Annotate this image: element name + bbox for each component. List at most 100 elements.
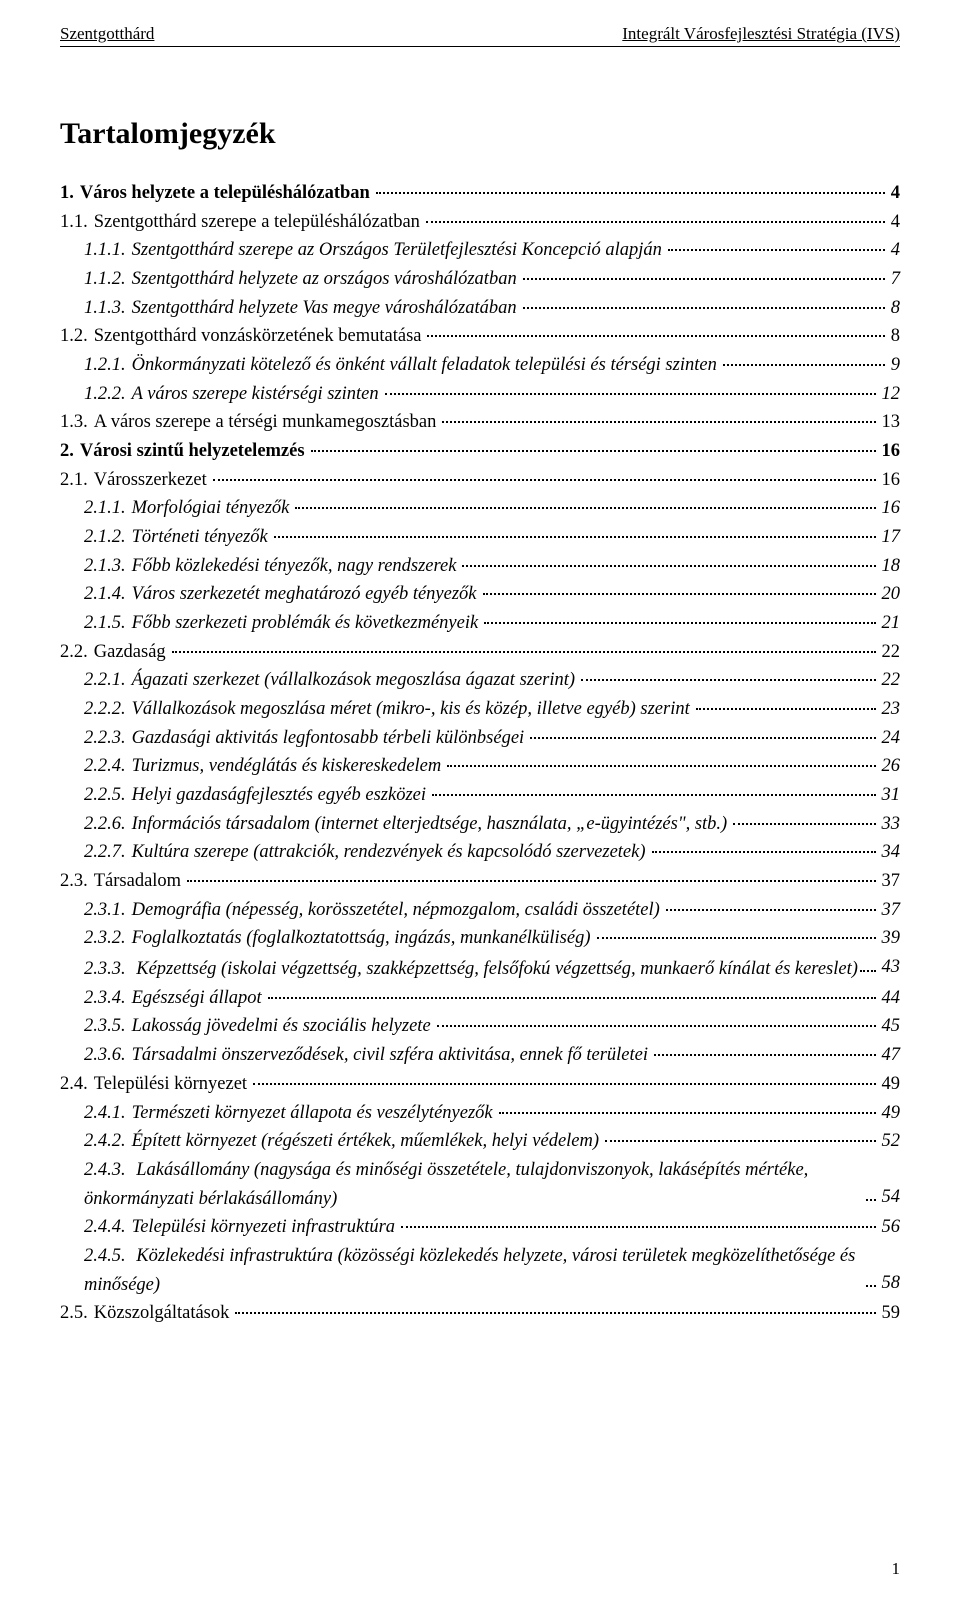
toc-entry-text: Információs társadalom (internet elterje… [132, 810, 732, 839]
toc-entry-text: Helyi gazdaságfejlesztés egyéb eszközei [132, 781, 430, 810]
toc-entry-number: 1.2.1. [84, 351, 132, 380]
toc-entry-page: 34 [878, 838, 901, 867]
toc-container: 1.Város helyzete a településhálózatban41… [60, 179, 900, 1328]
toc-entry-text: Települési környezet [94, 1070, 251, 1099]
toc-leader-dots [268, 997, 876, 999]
toc-entry: 2.1.3.Főbb közlekedési tényezők, nagy re… [60, 552, 900, 581]
toc-entry: 2.3.4.Egészségi állapot44 [60, 984, 900, 1013]
toc-entry-number: 2.2.3. [84, 724, 132, 753]
toc-entry-text: Képzettség (iskolai végzettség, szakképz… [136, 959, 858, 979]
toc-entry-text: Önkormányzati kötelező és önként vállalt… [132, 351, 721, 380]
toc-entry-text: A város szerepe kistérségi szinten [132, 380, 383, 409]
toc-entry-page: 21 [878, 609, 901, 638]
toc-entry-page: 7 [887, 265, 900, 294]
toc-entry: 2.2.4.Turizmus, vendéglátás és kiskeresk… [60, 752, 900, 781]
toc-entry: 1.1.3.Szentgotthárd helyzete Vas megye v… [60, 294, 900, 323]
toc-entry: 1.2.1.Önkormányzati kötelező és önként v… [60, 351, 900, 380]
toc-entry: 2.1.4.Város szerkezetét meghatározó egyé… [60, 580, 900, 609]
toc-entry-text: Települési környezeti infrastruktúra [132, 1213, 399, 1242]
document-page: Szentgotthárd Integrált Városfejlesztési… [0, 0, 960, 1597]
toc-entry: 2.1.Városszerkezet16 [60, 466, 900, 495]
toc-entry-number: 2.2.1. [84, 666, 132, 695]
header-right: Integrált Városfejlesztési Stratégia (IV… [622, 24, 900, 44]
toc-leader-dots [235, 1312, 875, 1314]
toc-leader-dots [605, 1140, 875, 1142]
toc-leader-dots [447, 765, 875, 767]
toc-entry-number: 2.3. [60, 867, 94, 896]
toc-entry: 2.Városi szintű helyzetelemzés 16 [60, 437, 900, 466]
toc-entry: 1.Város helyzete a településhálózatban4 [60, 179, 900, 208]
toc-entry-page: 26 [878, 752, 901, 781]
toc-entry-number: 2. [60, 437, 80, 466]
toc-entry-number: 2.3.6. [84, 1041, 132, 1070]
toc-entry-text: Város helyzete a településhálózatban [80, 179, 374, 208]
toc-leader-dots [652, 851, 876, 853]
toc-entry: 2.2.2.Vállalkozások megoszlása méret (mi… [60, 695, 900, 724]
toc-entry-number: 2.4.1. [84, 1099, 132, 1128]
toc-entry: 2.4.Települési környezet49 [60, 1070, 900, 1099]
toc-entry-page: 47 [878, 1041, 901, 1070]
toc-entry-page: 16 [878, 437, 901, 466]
toc-entry-number: 2.2.5. [84, 781, 132, 810]
toc-entry-page: 4 [887, 208, 900, 237]
toc-entry-text: Lakásállomány (nagysága és minőségi össz… [84, 1160, 808, 1209]
toc-entry-page: 37 [878, 867, 901, 896]
toc-entry-number: 2.1.2. [84, 523, 132, 552]
toc-entry-number: 2.3.5. [84, 1012, 132, 1041]
toc-entry: 2.2.6.Információs társadalom (internet e… [60, 810, 900, 839]
toc-entry-page: 20 [878, 580, 901, 609]
toc-entry: 2.3.2.Foglalkoztatás (foglalkoztatottság… [60, 924, 900, 953]
toc-entry-number: 2.1.5. [84, 609, 132, 638]
toc-entry-label: 2.4.3. Lakásállomány (nagysága és minősé… [84, 1156, 864, 1213]
toc-entry-page: 58 [878, 1269, 901, 1298]
toc-leader-dots [213, 479, 876, 481]
toc-entry: 2.1.1.Morfológiai tényezők16 [60, 494, 900, 523]
toc-entry-number: 2.3.2. [84, 924, 132, 953]
toc-entry: 2.4.4.Települési környezeti infrastruktú… [60, 1213, 900, 1242]
toc-entry: 2.1.5.Főbb szerkezeti problémák és követ… [60, 609, 900, 638]
toc-entry-number: 2.4.2. [84, 1127, 132, 1156]
toc-entry-page: 54 [878, 1183, 901, 1212]
toc-entry-text: Szentgotthárd szerepe a településhálózat… [94, 208, 424, 237]
toc-entry-text: Gazdaság [94, 638, 170, 667]
toc-entry-text: Kultúra szerepe (attrakciók, rendezvénye… [132, 838, 650, 867]
toc-entry-page: 12 [878, 380, 901, 409]
toc-entry-number: 2.2. [60, 638, 94, 667]
toc-entry-number: 2.1. [60, 466, 94, 495]
toc-entry: 2.3.Társadalom37 [60, 867, 900, 896]
toc-entry-number: 2.4.5. [84, 1246, 132, 1266]
toc-entry-text: Város szerkezetét meghatározó egyéb tény… [132, 580, 481, 609]
toc-leader-dots [723, 364, 885, 366]
toc-entry-number: 1.2. [60, 322, 94, 351]
toc-entry: 2.2.7.Kultúra szerepe (attrakciók, rende… [60, 838, 900, 867]
toc-entry-text: Természeti környezet állapota és veszély… [132, 1099, 497, 1128]
toc-entry-number: 1.1.2. [84, 265, 132, 294]
toc-entry: 2.3.1.Demográfia (népesség, korösszetéte… [60, 896, 900, 925]
header-left: Szentgotthárd [60, 24, 154, 44]
toc-entry-text: Gazdasági aktivitás legfontosabb térbeli… [132, 724, 529, 753]
toc-entry-page: 8 [887, 294, 900, 323]
toc-entry-text: Városi szintű helyzetelemzés [80, 437, 309, 466]
toc-leader-dots [385, 393, 876, 395]
toc-entry: 2.2.Gazdaság22 [60, 638, 900, 667]
toc-entry-number: 2.1.3. [84, 552, 132, 581]
toc-leader-dots [696, 708, 876, 710]
toc-leader-dots [866, 1199, 876, 1201]
toc-entry: 1.1.2.Szentgotthárd helyzete az országos… [60, 265, 900, 294]
toc-entry-text: Szentgotthárd helyzete az országos város… [132, 265, 521, 294]
toc-entry: 1.1.Szentgotthárd szerepe a településhál… [60, 208, 900, 237]
toc-entry-page: 16 [878, 494, 901, 523]
toc-entry: 2.2.5.Helyi gazdaságfejlesztés egyéb esz… [60, 781, 900, 810]
toc-entry-page: 24 [878, 724, 901, 753]
toc-entry-page: 37 [878, 896, 901, 925]
toc-entry-number: 2.3.1. [84, 896, 132, 925]
toc-entry-page: 4 [887, 236, 900, 265]
toc-leader-dots [654, 1054, 876, 1056]
toc-entry-text: Főbb közlekedési tényezők, nagy rendszer… [132, 552, 461, 581]
toc-entry-number: 2.2.6. [84, 810, 132, 839]
toc-entry-number: 1.1. [60, 208, 94, 237]
toc-entry-page: 22 [878, 666, 901, 695]
toc-entry: 2.4.3. Lakásállomány (nagysága és minősé… [60, 1156, 900, 1213]
toc-entry: 2.4.5. Közlekedési infrastruktúra (közös… [60, 1242, 900, 1299]
toc-entry-text: Közszolgáltatások [94, 1299, 234, 1328]
